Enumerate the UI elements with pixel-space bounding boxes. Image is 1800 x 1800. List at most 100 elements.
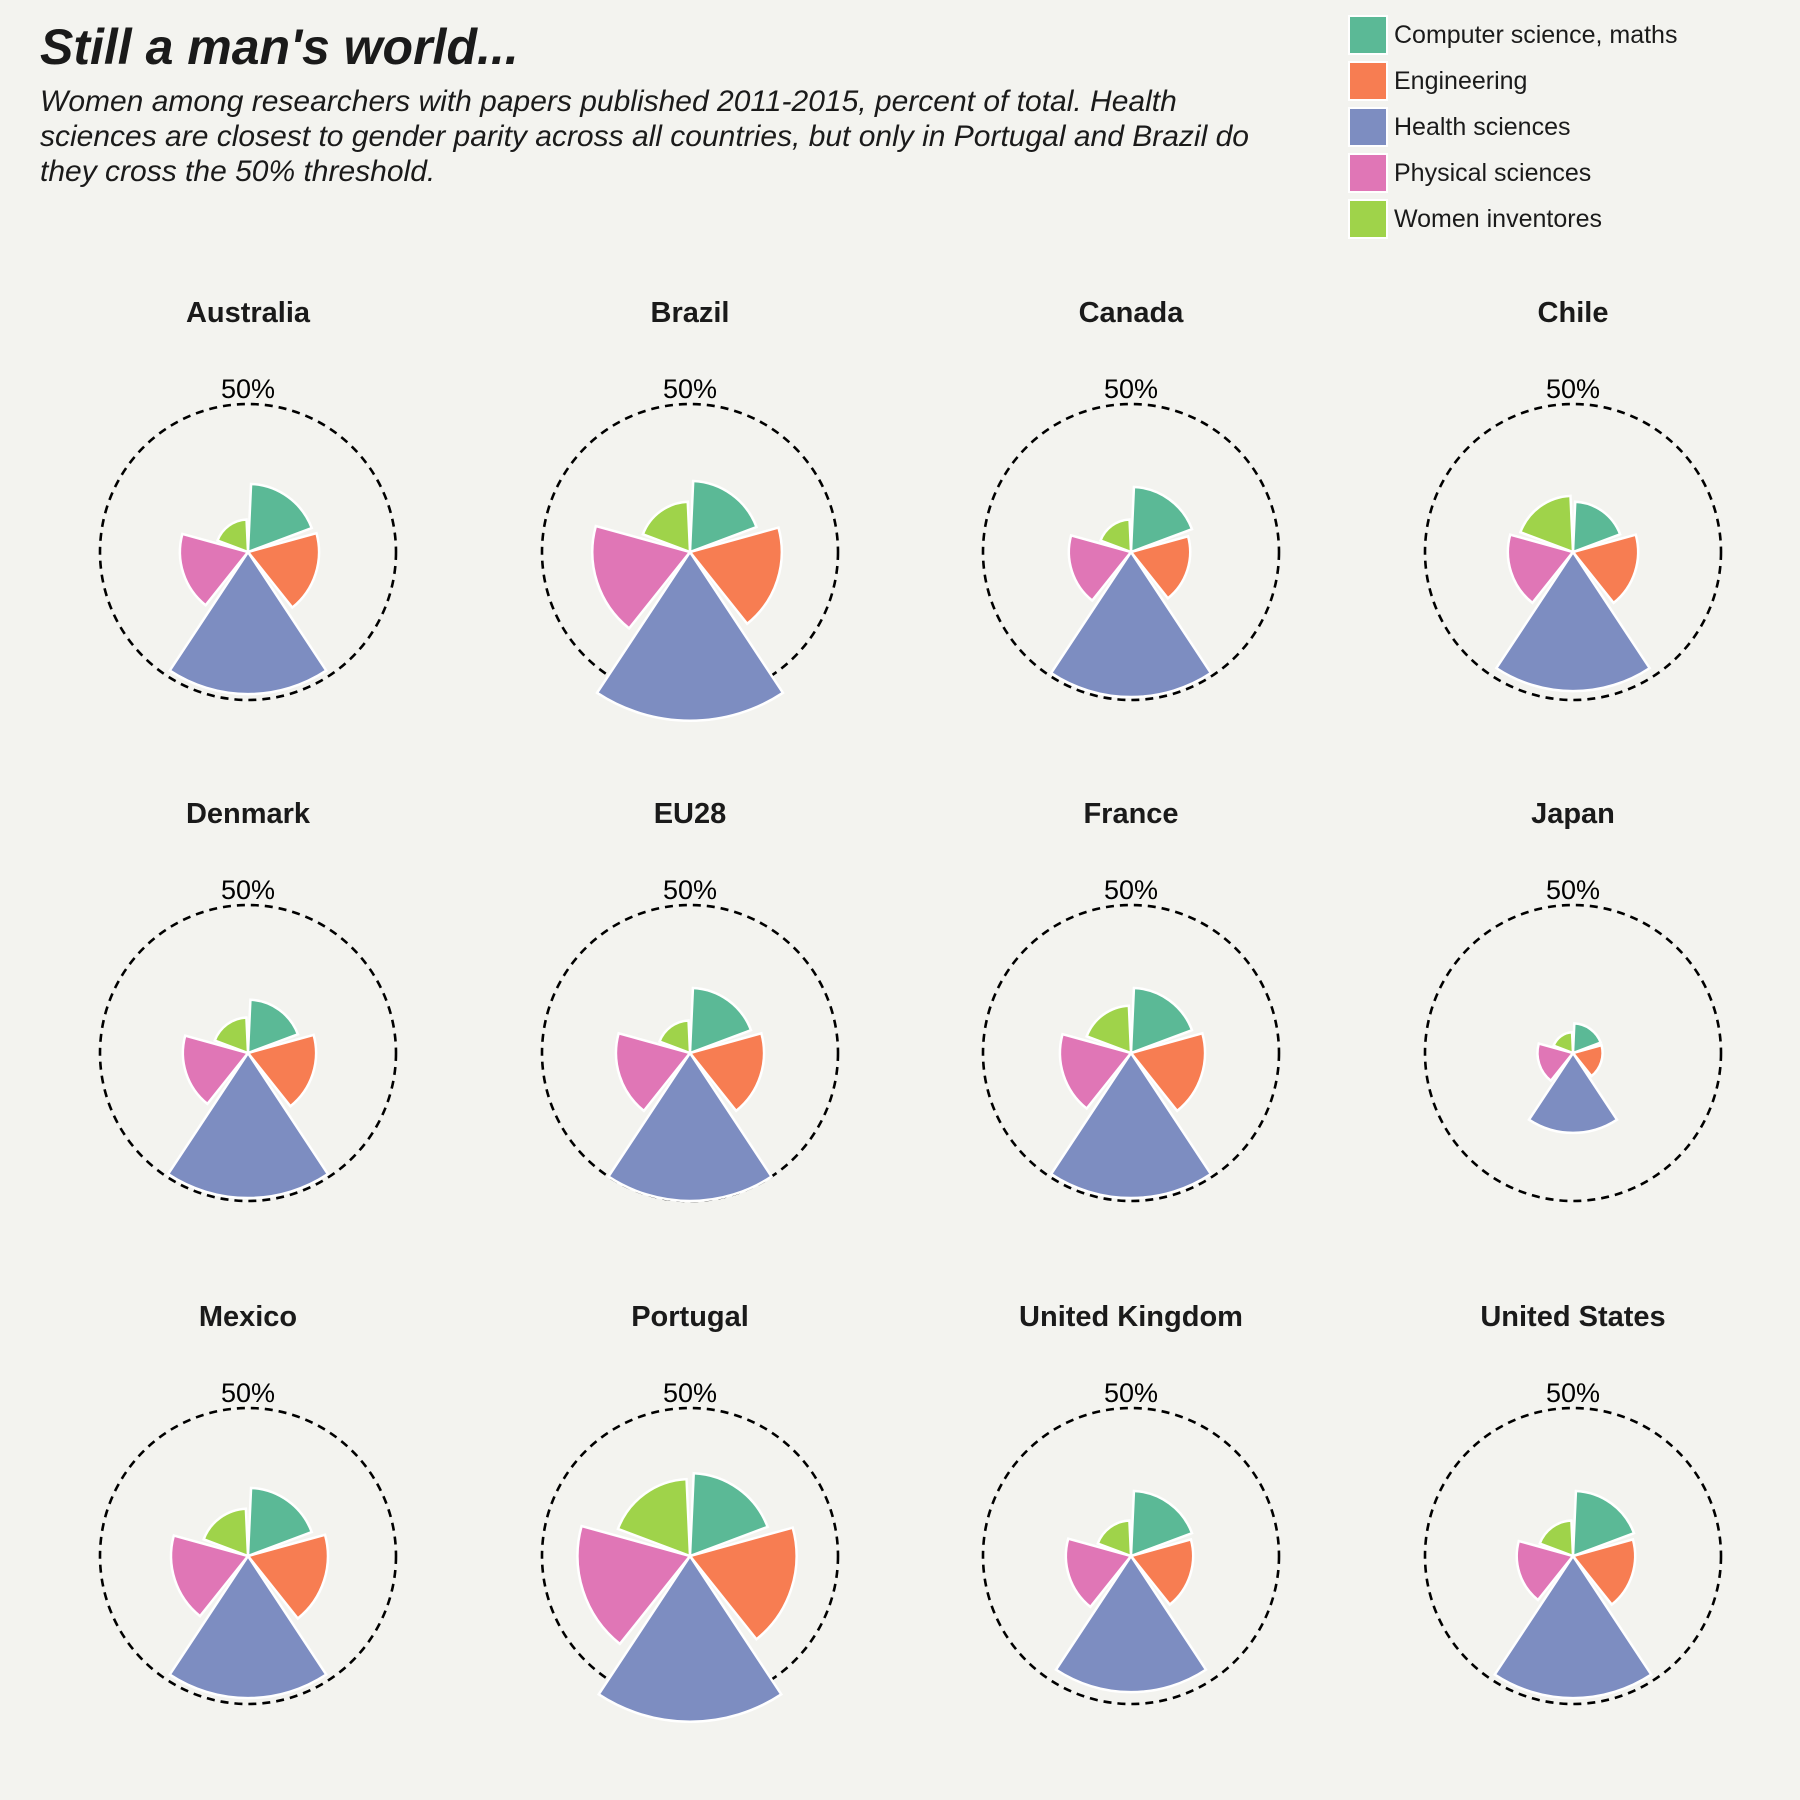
bar-physical-sciences [169, 1533, 251, 1618]
bar-physical-sciences [181, 1034, 251, 1106]
reference-ring-50 [1423, 402, 1723, 702]
bar-physical-sciences [576, 1524, 693, 1646]
bar-health-sciences [595, 549, 785, 722]
bar-computer-science-maths [246, 482, 314, 554]
bar-engineering [1128, 1537, 1195, 1607]
bar-computer-science-maths [1571, 1022, 1603, 1055]
bar-computer-science-maths [1129, 986, 1194, 1055]
bar-women-inventores [641, 500, 692, 554]
bar-health-sciences [596, 1553, 784, 1723]
bar-women-inventores [1096, 1519, 1133, 1558]
bar-health-sciences [1049, 1050, 1213, 1200]
panel-chile: Chile 50% [1423, 297, 1723, 702]
legend-swatch [1348, 61, 1388, 101]
bar-health-sciences [1494, 549, 1652, 693]
bar-engineering [687, 526, 783, 626]
bar-engineering [1570, 1043, 1604, 1078]
panel-title: EU28 [654, 798, 727, 830]
bar-engineering [245, 531, 321, 610]
panel-title: Denmark [186, 798, 311, 830]
bar-health-sciences [606, 1050, 774, 1203]
panel-eu28: EU28 50% [540, 798, 840, 1203]
legend-item-women-inventores: Women inventores [1348, 196, 1677, 242]
panel-united-states: United States 50% [1423, 1301, 1723, 1706]
panel-title: Portugal [631, 1301, 749, 1333]
panel-japan: Japan 50% [1423, 798, 1723, 1203]
bar-health-sciences [168, 549, 328, 696]
legend-label: Health sciences [1394, 112, 1571, 141]
panel-mexico: Mexico 50% [98, 1301, 398, 1706]
bar-computer-science-maths [688, 479, 759, 554]
bar-computer-science-maths [246, 998, 300, 1055]
ring-label: 50% [1104, 875, 1158, 905]
bar-engineering [687, 1526, 798, 1642]
bar-women-inventores [202, 1507, 250, 1558]
reference-ring-50 [540, 402, 840, 702]
ring-label: 50% [663, 875, 717, 905]
bar-women-inventores [1085, 1004, 1133, 1055]
reference-ring-50 [1423, 903, 1723, 1203]
legend-swatch [1348, 107, 1388, 147]
ring-label: 50% [221, 875, 275, 905]
bar-computer-science-maths [688, 1471, 770, 1558]
bar-physical-sciences [1506, 533, 1576, 605]
panel-title: United States [1480, 1301, 1665, 1333]
bar-computer-science-maths [1129, 485, 1194, 554]
bar-women-inventores [1538, 1519, 1575, 1558]
bar-women-inventores [657, 1019, 692, 1055]
bar-health-sciences [1054, 1553, 1208, 1694]
legend-item-health-sciences: Health sciences [1348, 104, 1677, 150]
reference-ring-50 [98, 402, 398, 702]
ring-label: 50% [221, 1378, 275, 1408]
panel-denmark: Denmark 50% [98, 798, 398, 1203]
legend-label: Engineering [1394, 66, 1528, 95]
legend-swatch [1348, 15, 1388, 55]
ring-label: 50% [1546, 875, 1600, 905]
legend-label: Physical sciences [1394, 158, 1592, 187]
bar-women-inventores [1551, 1030, 1575, 1055]
bar-engineering [1570, 1537, 1637, 1607]
panel-title: Australia [186, 297, 311, 329]
panel-australia: Australia 50% [98, 297, 398, 702]
ring-label: 50% [663, 1378, 717, 1408]
bar-physical-sciences [1067, 533, 1134, 603]
bar-engineering [1128, 534, 1192, 601]
legend-label: Women inventores [1394, 204, 1602, 233]
bar-women-inventores [1098, 518, 1133, 554]
panel-title: Mexico [199, 1301, 297, 1333]
bar-health-sciences [168, 1553, 328, 1700]
reference-ring-50 [540, 1406, 840, 1706]
chart-subtitle: Women among researchers with papers publ… [40, 85, 1249, 188]
bar-engineering [1128, 1031, 1207, 1113]
panel-canada: Canada 50% [981, 297, 1281, 702]
bar-physical-sciences [1064, 1537, 1134, 1609]
bar-engineering [245, 1033, 318, 1108]
bar-health-sciences [1493, 1553, 1653, 1700]
legend-swatch [1348, 153, 1388, 193]
panel-brazil: Brazil 50% [540, 297, 840, 722]
panel-title: Chile [1538, 297, 1609, 329]
bar-engineering [1570, 533, 1640, 605]
bar-physical-sciences [178, 532, 251, 607]
bar-computer-science-maths [1571, 500, 1622, 554]
panel-france: France 50% [981, 798, 1281, 1203]
reference-ring-50 [98, 903, 398, 1203]
bar-physical-sciences [1536, 1042, 1576, 1083]
reference-ring-50 [981, 402, 1281, 702]
legend-label: Computer science, maths [1394, 20, 1678, 49]
ring-label: 50% [663, 374, 717, 404]
ring-label: 50% [1104, 1378, 1158, 1408]
panel-title: Brazil [651, 297, 730, 329]
bar-engineering [245, 1533, 330, 1621]
ring-label: 50% [1104, 374, 1158, 404]
bar-engineering [687, 1031, 766, 1113]
panel-title: Canada [1079, 297, 1185, 329]
panel-portugal: Portugal 50% [540, 1301, 840, 1723]
bar-health-sciences [166, 1050, 330, 1200]
bar-physical-sciences [614, 1031, 693, 1113]
ring-label: 50% [1546, 374, 1600, 404]
bar-health-sciences [1527, 1050, 1619, 1135]
bar-women-inventores [616, 1477, 692, 1558]
legend-swatch [1348, 199, 1388, 239]
